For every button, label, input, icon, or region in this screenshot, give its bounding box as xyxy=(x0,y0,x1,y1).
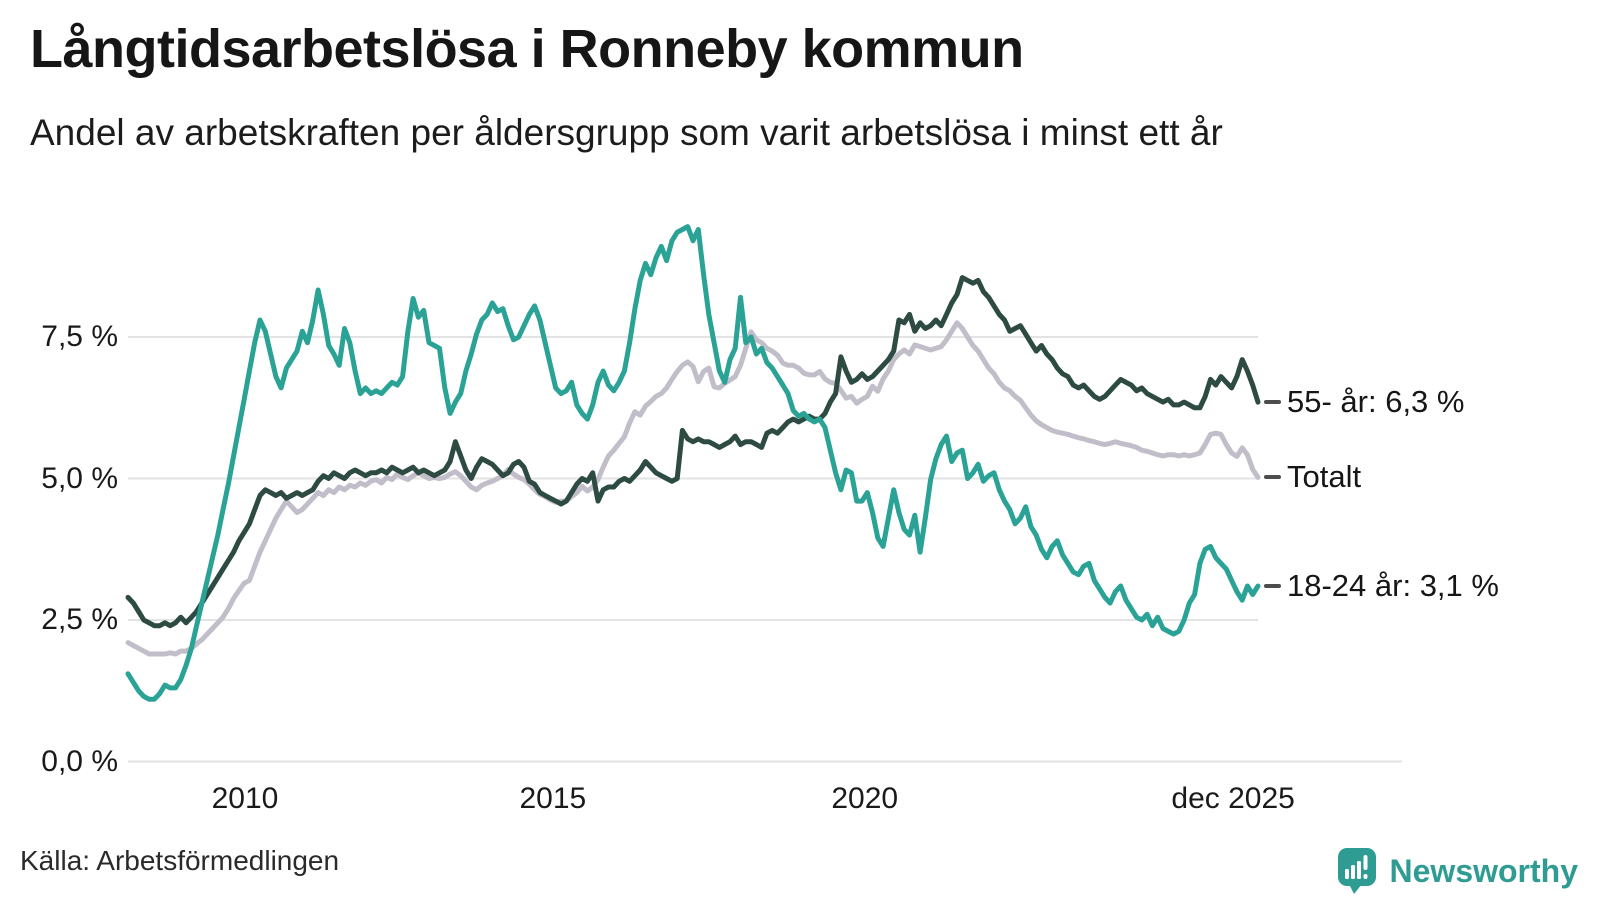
annotation-dash xyxy=(1264,475,1281,480)
series-line-Totalt xyxy=(125,320,1261,657)
gridlines xyxy=(128,336,1402,763)
series-end-label-18-24: 18-24 år: 3,1 % xyxy=(1264,568,1499,604)
annotation-dash xyxy=(1264,584,1281,589)
x-tick-label: 2015 xyxy=(519,782,587,815)
page-title: Långtidsarbetslösa i Ronneby kommun xyxy=(30,19,1024,79)
series-end-label-text: Totalt xyxy=(1287,459,1362,495)
source-note: Källa: Arbetsförmedlingen xyxy=(20,845,340,876)
series-end-label-totalt: Totalt xyxy=(1264,459,1361,495)
series-end-label-text: 18-24 år: 3,1 % xyxy=(1287,568,1499,604)
newsworthy-icon xyxy=(1337,848,1376,894)
brand-logo: Newsworthy xyxy=(1337,848,1578,894)
series-end-label-text: 55- år: 6,3 % xyxy=(1287,384,1465,420)
series-end-label-55: 55- år: 6,3 % xyxy=(1264,384,1464,420)
x-tick-label: dec 2025 xyxy=(1171,782,1295,815)
y-tick-label: 7,5 % xyxy=(41,320,118,353)
y-tick-label: 5,0 % xyxy=(41,461,118,495)
x-tick-label: 2020 xyxy=(831,782,899,815)
series-line-18-24 år xyxy=(125,224,1261,702)
series-line-55- år xyxy=(125,275,1261,629)
y-tick-label: 0,0 % xyxy=(41,744,118,778)
series-lines xyxy=(125,224,1261,702)
x-tick-label: 2010 xyxy=(211,782,279,815)
brand-name: Newsworthy xyxy=(1389,852,1578,889)
y-tick-label: 2,5 % xyxy=(41,603,118,636)
annotation-dash xyxy=(1264,400,1281,405)
page-subtitle: Andel av arbetskraften per åldersgrupp s… xyxy=(30,112,1223,153)
